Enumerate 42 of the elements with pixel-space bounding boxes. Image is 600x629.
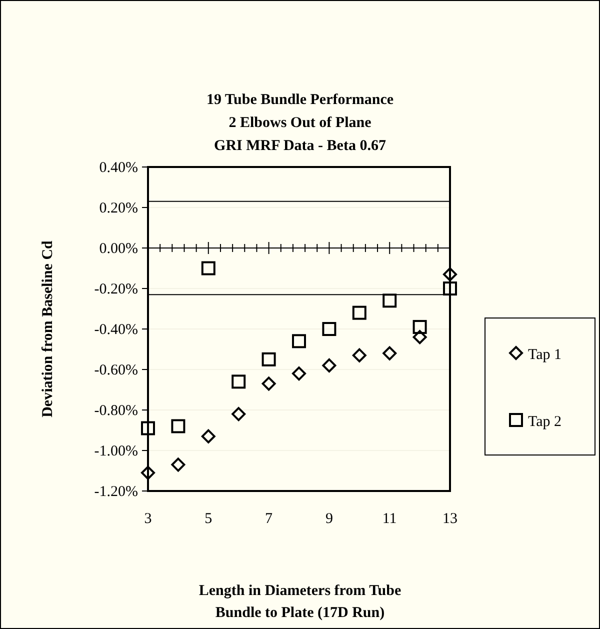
y-tick-label: -0.80% <box>94 403 138 419</box>
point <box>262 352 276 366</box>
point <box>171 458 186 472</box>
point <box>141 421 155 436</box>
chart-title: 19 Tube Bundle Performance 2 Elbows Out of Plane GRI MRF Data - Beta 0.67 <box>206 92 394 154</box>
x-tick-label: 13 <box>442 511 458 527</box>
point <box>201 429 216 444</box>
y-tick-label: 0.20% <box>99 200 138 216</box>
y-tick-label: 0.40% <box>99 160 138 176</box>
y-axis-title: Deviation from Baseline Cd <box>40 240 56 418</box>
x-tick-label: 9 <box>325 511 333 527</box>
x-tick-label: 5 <box>204 511 212 527</box>
y-tick-label: -0.20% <box>94 282 138 298</box>
point <box>412 330 427 344</box>
point <box>232 374 246 389</box>
x-tick-label: 3 <box>144 511 152 527</box>
x-tick-label: 7 <box>265 511 274 527</box>
point <box>322 358 336 372</box>
point <box>322 322 336 336</box>
legend-label: Tap 1 <box>528 347 562 363</box>
point <box>292 334 306 348</box>
point <box>232 407 246 422</box>
point <box>141 466 155 480</box>
point <box>262 376 276 391</box>
y-tick-label: -0.60% <box>94 362 138 378</box>
x-axis-title: Length in Diameters from Tube Bundle to Plate (17D Run) <box>198 583 402 621</box>
point <box>443 267 457 282</box>
y-tick-label: -1.00% <box>94 444 138 460</box>
point <box>443 282 457 296</box>
y-tick-label: -1.20% <box>94 484 138 500</box>
point <box>382 294 397 308</box>
y-tick-label: -0.40% <box>94 322 138 338</box>
point <box>292 366 306 381</box>
point <box>412 320 427 334</box>
point <box>382 346 397 360</box>
point <box>352 348 366 362</box>
point <box>171 419 186 434</box>
x-tick-label: 11 <box>382 511 397 527</box>
point <box>201 261 216 276</box>
point <box>352 306 366 320</box>
legend-label: Tap 2 <box>528 414 562 430</box>
y-tick-label: 0.00% <box>99 241 138 257</box>
